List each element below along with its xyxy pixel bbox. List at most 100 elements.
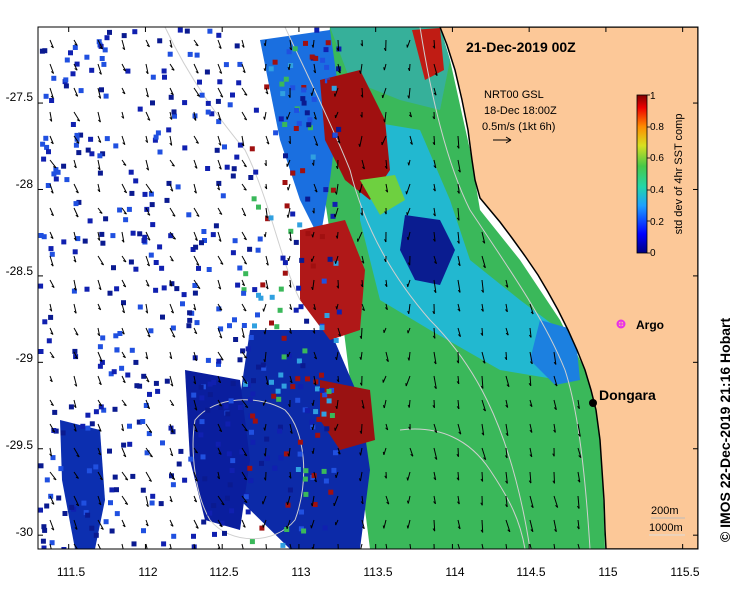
current-vector-head (99, 211, 103, 214)
data-pixel (269, 379, 274, 385)
data-pixel (297, 439, 303, 445)
current-vector (336, 231, 339, 239)
data-pixel (74, 61, 80, 67)
data-pixel (233, 337, 239, 342)
current-vector (481, 279, 484, 293)
current-vector (217, 399, 223, 407)
current-vector (409, 447, 414, 457)
current-vector-head (289, 430, 293, 434)
current-vector-head (384, 475, 387, 479)
data-speckles (38, 27, 342, 549)
current-vector-head (146, 167, 149, 171)
data-pixel (174, 286, 180, 292)
data-pixel (223, 62, 229, 68)
data-pixel (72, 45, 78, 50)
colorbar-tick: 0.6 (650, 153, 664, 164)
current-vector (193, 183, 197, 194)
current-vector (121, 423, 124, 432)
data-pixel (158, 501, 164, 507)
current-vector-head (336, 379, 340, 383)
data-pixel (275, 388, 281, 394)
data-pixel (40, 538, 46, 544)
data-pixel (63, 83, 69, 89)
current-vector-head (197, 286, 201, 290)
current-vector-head (383, 258, 387, 263)
current-vector-head (220, 262, 224, 265)
current-vector (241, 159, 247, 168)
data-pixel (76, 199, 82, 205)
data-pixel (336, 309, 342, 315)
current-vector (145, 183, 153, 193)
current-vector (73, 159, 77, 169)
current-vector-head (194, 358, 197, 362)
data-pixel (41, 234, 47, 240)
data-pixel (276, 396, 282, 402)
current-vector-head (146, 263, 150, 267)
data-pixel (97, 344, 103, 350)
current-vector-head (433, 289, 437, 294)
current-vector-head (286, 525, 288, 529)
current-vector (407, 279, 411, 287)
current-vector-head (75, 190, 79, 194)
isobaths (164, 27, 591, 549)
current-vector (265, 207, 268, 219)
current-vector (577, 471, 581, 483)
data-pixel (281, 354, 287, 360)
current-vector-head (244, 381, 248, 385)
data-pixel (333, 450, 338, 456)
current-vector (73, 495, 80, 507)
current-vector (529, 327, 532, 338)
data-pixel (150, 74, 156, 80)
data-pixel (247, 397, 253, 403)
current-vector (577, 543, 580, 549)
current-vector (145, 543, 148, 549)
current-vector (505, 495, 508, 508)
current-vector-head (195, 141, 199, 144)
data-pixel (207, 28, 213, 34)
data-pixel (87, 218, 93, 224)
data-pixel (198, 384, 204, 390)
data-pixel (186, 323, 192, 329)
vector-scale-label: 0.5m/s (1kt 6h) (482, 121, 555, 133)
current-vector-head (457, 308, 461, 312)
data-pixel (288, 228, 294, 234)
current-vector (407, 471, 411, 481)
x-tick-label: 115 (598, 565, 617, 579)
current-vector (121, 207, 127, 215)
data-pixel (279, 81, 285, 87)
data-pixel (51, 171, 57, 177)
current-vector-head (50, 332, 54, 335)
data-pixel (325, 40, 331, 46)
current-vector-head (73, 428, 77, 432)
current-vector (505, 279, 509, 288)
data-pixel (247, 246, 253, 252)
data-pixel (271, 393, 277, 399)
current-vector (529, 399, 533, 407)
current-vector-head (482, 265, 486, 269)
current-vector-head (361, 308, 365, 311)
data-pixel (170, 482, 176, 488)
current-vector-head (196, 263, 200, 266)
data-pixel (303, 40, 308, 46)
data-pixel (290, 170, 296, 176)
current-vector-head (170, 453, 174, 457)
data-pixel (202, 476, 208, 482)
current-vector-head (145, 140, 148, 143)
data-pixel (197, 79, 202, 85)
current-vector-head (576, 526, 580, 530)
data-pixel (143, 403, 149, 408)
data-pixel (313, 379, 319, 385)
data-pixel (141, 373, 147, 379)
current-vector (382, 87, 387, 99)
data-pixel (239, 449, 245, 455)
data-pixel (81, 500, 87, 506)
current-vector (457, 495, 460, 505)
data-pixel (321, 411, 327, 417)
data-pixel (85, 425, 91, 431)
data-pixel (230, 458, 236, 464)
data-pixel (240, 348, 246, 354)
data-pixel (216, 358, 222, 364)
colorbar-tick: 1 (650, 91, 656, 102)
current-vector (407, 519, 411, 529)
